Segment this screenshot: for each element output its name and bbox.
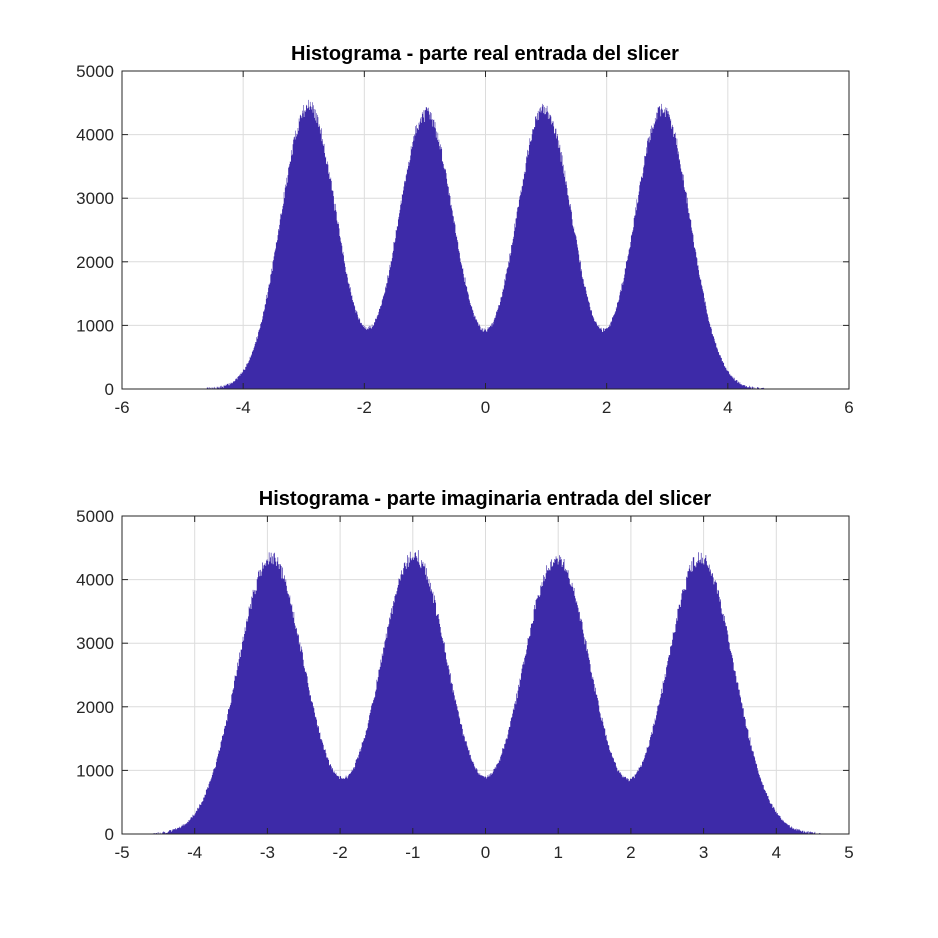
axes: [121, 515, 850, 835]
y-tick-label: 1000: [76, 316, 114, 335]
y-tick-label: 3000: [76, 634, 114, 653]
y-ticks: 0 1000 2000 3000 4000 5000: [76, 62, 114, 399]
chart-title: Histograma - parte real entrada del slic…: [291, 43, 679, 65]
x-ticks: -6 -4 -2 0 2 4 6: [114, 398, 853, 417]
y-tick-label: 5000: [76, 62, 114, 81]
x-tick-label: 5: [844, 843, 853, 862]
y-tick-label: 2000: [76, 253, 114, 272]
x-tick-label: 4: [723, 398, 732, 417]
y-tick-label: 4000: [76, 571, 114, 590]
x-tick-label: -4: [187, 843, 202, 862]
x-tick-label: 1: [553, 843, 562, 862]
x-tick-label: 4: [772, 843, 781, 862]
x-tick-label: 3: [699, 843, 708, 862]
x-tick-label: 6: [844, 398, 853, 417]
histogram-real: 0 1000 2000 3000 4000 5000 -6 -4 -2 0 2 4 6 Histogr…: [76, 43, 854, 417]
x-ticks: -5 -4 -3 -2 -1 0 1 2 3 4 5: [114, 843, 853, 862]
x-tick-label: -4: [236, 398, 251, 417]
x-tick-label: 2: [626, 843, 635, 862]
y-ticks: 0 1000 2000 3000 4000 5000: [76, 507, 114, 844]
histogram-bars: [151, 550, 821, 834]
x-tick-label: 2: [602, 398, 611, 417]
y-tick-label: 1000: [76, 761, 114, 780]
x-tick-label: -2: [357, 398, 372, 417]
axes-box: [121, 515, 850, 835]
bars: [206, 99, 765, 389]
x-tick-label: -1: [405, 843, 420, 862]
y-tick-label: 4000: [76, 126, 114, 145]
y-tick-label: 0: [105, 380, 114, 399]
histogram-imaginary: 0 1000 2000 3000 4000 5000 -5 -4 -3 -2 -1 0 1 2 3 4 5 H…: [76, 488, 854, 862]
histogram-bars: [206, 99, 765, 389]
y-tick-label: 0: [105, 825, 114, 844]
y-tick-label: 5000: [76, 507, 114, 526]
x-tick-label: -2: [333, 843, 348, 862]
axes: [121, 70, 850, 390]
y-tick-label: 2000: [76, 698, 114, 717]
x-tick-label: 0: [481, 843, 490, 862]
x-tick-label: 0: [481, 398, 490, 417]
x-tick-label: -6: [114, 398, 129, 417]
axes-box: [121, 70, 850, 390]
chart-title: Histograma - parte imaginaria entrada de…: [259, 488, 712, 510]
x-tick-label: -5: [114, 843, 129, 862]
bars: [151, 550, 821, 834]
x-tick-label: -3: [260, 843, 275, 862]
y-tick-label: 3000: [76, 189, 114, 208]
